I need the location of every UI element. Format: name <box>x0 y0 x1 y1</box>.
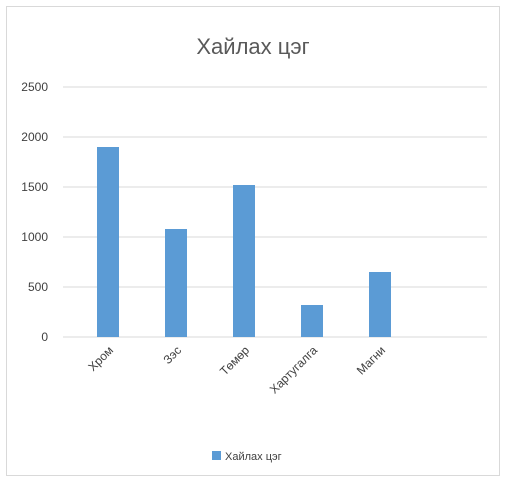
y-tick-label: 1000 <box>21 230 48 244</box>
y-tick-label: 1500 <box>21 180 48 194</box>
bar <box>369 272 391 337</box>
bar <box>233 185 255 337</box>
y-tick-label: 500 <box>28 280 48 294</box>
y-tick-label: 2500 <box>21 80 48 94</box>
x-tick-label: Хартугалга <box>267 343 320 396</box>
chart-title: Хайлах цэг <box>196 34 309 59</box>
y-tick-label: 0 <box>41 330 48 344</box>
legend-label: Хайлах цэг <box>225 451 282 463</box>
legend: Хайлах цэг <box>212 451 282 463</box>
bar <box>165 229 187 337</box>
bar <box>97 147 119 337</box>
x-tick-label: Хром <box>85 343 116 374</box>
bar <box>301 305 323 337</box>
x-tick-label: Төмөр <box>217 343 252 378</box>
x-tick-label: Зэс <box>161 343 185 367</box>
x-tick-label: Магни <box>354 343 388 377</box>
y-tick-label: 2000 <box>21 130 48 144</box>
x-axis: Хром Зэс Төмөр Хартугалга Магни <box>85 343 388 396</box>
legend-swatch <box>212 451 221 460</box>
gridlines <box>63 86 487 338</box>
bars <box>97 147 391 337</box>
y-axis: 0 500 1000 1500 2000 2500 <box>21 80 48 344</box>
